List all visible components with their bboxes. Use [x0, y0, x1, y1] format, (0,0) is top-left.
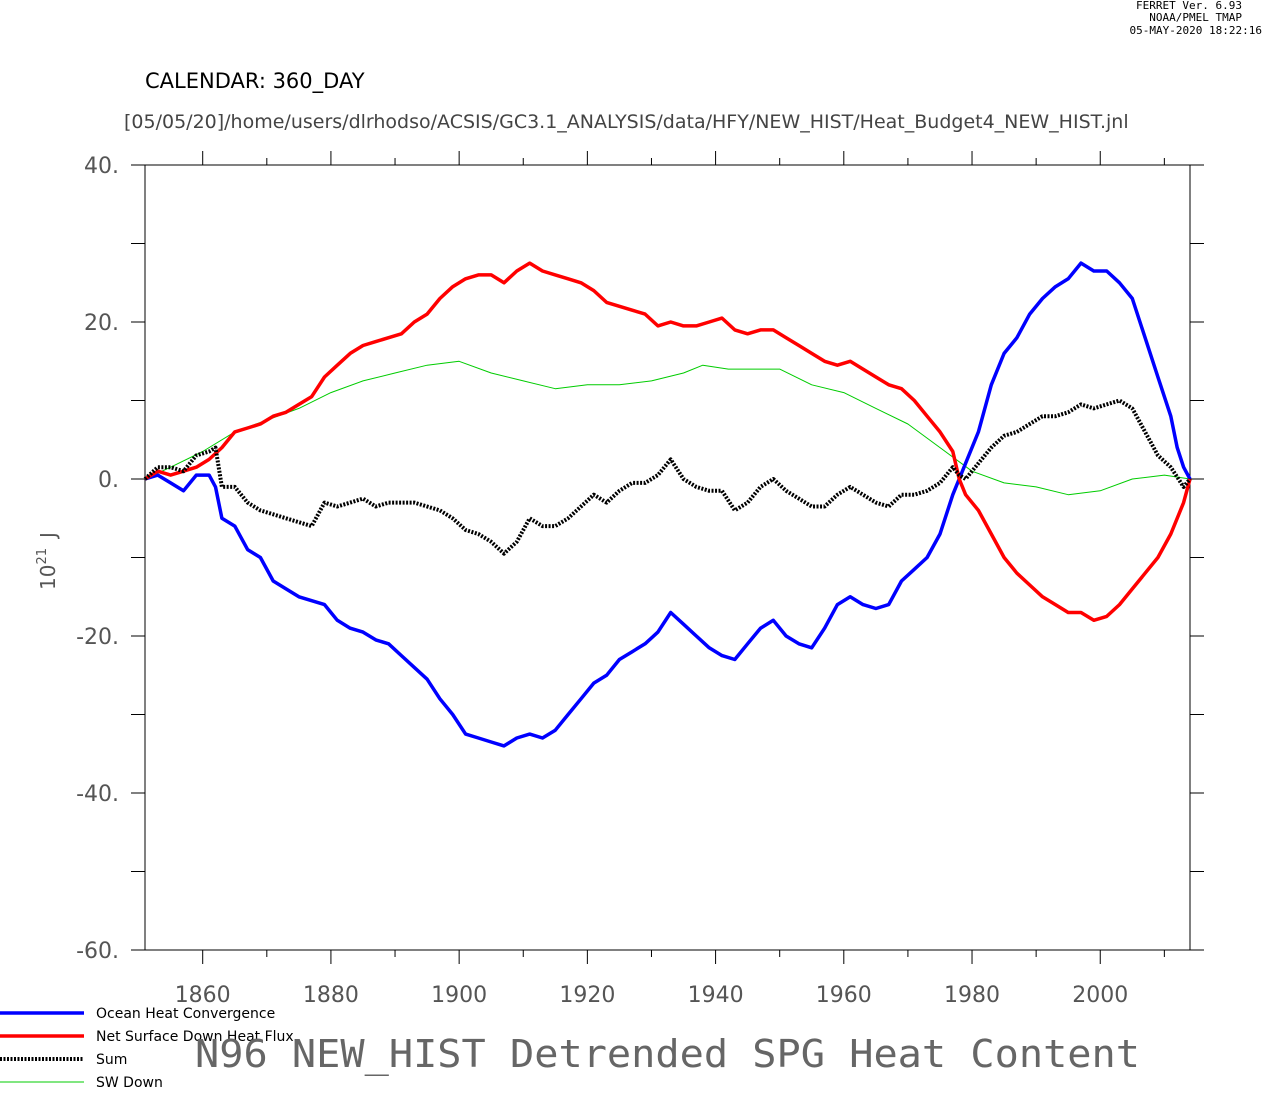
legend-label: Ocean Heat Convergence — [96, 1006, 275, 1022]
series-line-ocean-heat-convergence — [144, 261, 1192, 748]
x-tick-label: 2000 — [1072, 983, 1128, 1008]
legend-label: Net Surface Down Heat Flux — [96, 1029, 294, 1045]
series-layer — [143, 261, 1192, 748]
calendar-label: CALENDAR: 360_DAY — [145, 69, 365, 94]
series-line-sum — [143, 398, 1192, 556]
x-tick-label: 1900 — [431, 983, 487, 1008]
y-axis-label-base: 10 — [36, 565, 60, 590]
svg-text:1021J: 1021 J — [35, 532, 60, 590]
y-tick-label: -60. — [76, 939, 119, 964]
y-tick-label: 0. — [98, 468, 119, 493]
y-tick-label: -20. — [76, 625, 119, 650]
x-tick-label: 1880 — [303, 983, 359, 1008]
y-axis-label-unit: J — [36, 532, 60, 540]
journal-path: [05/05/20]/home/users/dlrhodso/ACSIS/GC3… — [124, 111, 1129, 133]
y-tick-label: 40. — [84, 154, 119, 179]
ferret-timestamp: 05-MAY-2020 18:22:16 — [1130, 24, 1262, 37]
legend: Ocean Heat Convergence Net Surface Down H… — [0, 1006, 294, 1091]
y-axis-label-exp: 21 — [35, 548, 50, 565]
x-tick-label: 1960 — [816, 983, 872, 1008]
x-tick-label: 1920 — [559, 983, 615, 1008]
ferret-org: NOAA/PMEL TMAP — [1149, 11, 1242, 24]
y-axis-label: 1021 J — [35, 532, 60, 590]
axes-layer: 1860 1880 1900 1920 1940 1960 1980 2000 -60. -40.… — [76, 151, 1204, 1008]
series-line-sw-down — [144, 360, 1191, 496]
x-tick-label: 1980 — [944, 983, 1000, 1008]
ferret-version: FERRET Ver. 6.93 — [1136, 0, 1242, 12]
series-line-net-surface-down-heat-flux — [144, 261, 1192, 623]
y-tick-label: -40. — [76, 782, 119, 807]
legend-label: Sum — [96, 1052, 127, 1068]
x-tick-label: 1940 — [688, 983, 744, 1008]
plot-frame — [144, 164, 1191, 951]
legend-label: SW Down — [96, 1075, 163, 1091]
chart-title: N96 NEW_HIST Detrended SPG Heat Content — [195, 1032, 1140, 1077]
y-tick-label: 20. — [84, 311, 119, 336]
x-tick-label: 1860 — [175, 983, 231, 1008]
